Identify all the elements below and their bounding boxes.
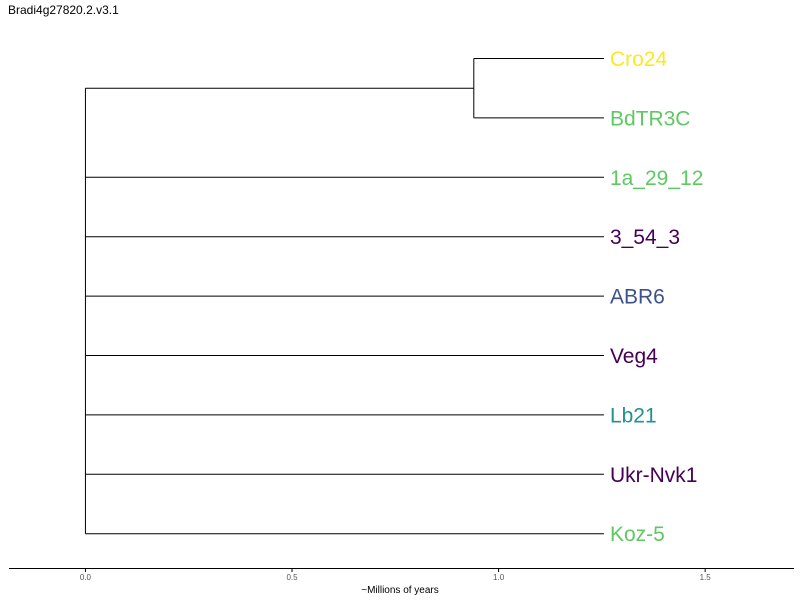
leaf-label: Lb21 xyxy=(610,404,657,427)
chart-title: Bradi4g27820.2.v3.1 xyxy=(8,3,119,17)
x-tick-label: 0.5 xyxy=(286,573,298,582)
tree-branches xyxy=(84,58,604,535)
leaf-label: ABR6 xyxy=(610,286,665,309)
leaf-label: Koz-5 xyxy=(610,523,665,546)
leaf-label: Veg4 xyxy=(610,345,658,368)
leaf-label: BdTR3C xyxy=(610,107,691,130)
leaf-labels: Cro24 BdTR3C 1a_29_12 3_54_3 ABR6 Veg4 Lb21 Ukr… xyxy=(610,48,703,546)
x-tick-label: 0.0 xyxy=(80,573,92,582)
leaf-label: 3_54_3 xyxy=(610,226,680,249)
x-axis-ticks: 0.0 0.5 1.0 1.5 xyxy=(80,568,712,582)
leaf-label: Cro24 xyxy=(610,48,668,71)
leaf-label: 1a_29_12 xyxy=(610,167,703,190)
x-tick-label: 1.0 xyxy=(493,573,505,582)
leaf-label: Ukr-Nvk1 xyxy=(610,464,698,487)
x-tick-label: 1.5 xyxy=(700,573,712,582)
x-axis-label: ~Millions of years xyxy=(361,585,439,596)
